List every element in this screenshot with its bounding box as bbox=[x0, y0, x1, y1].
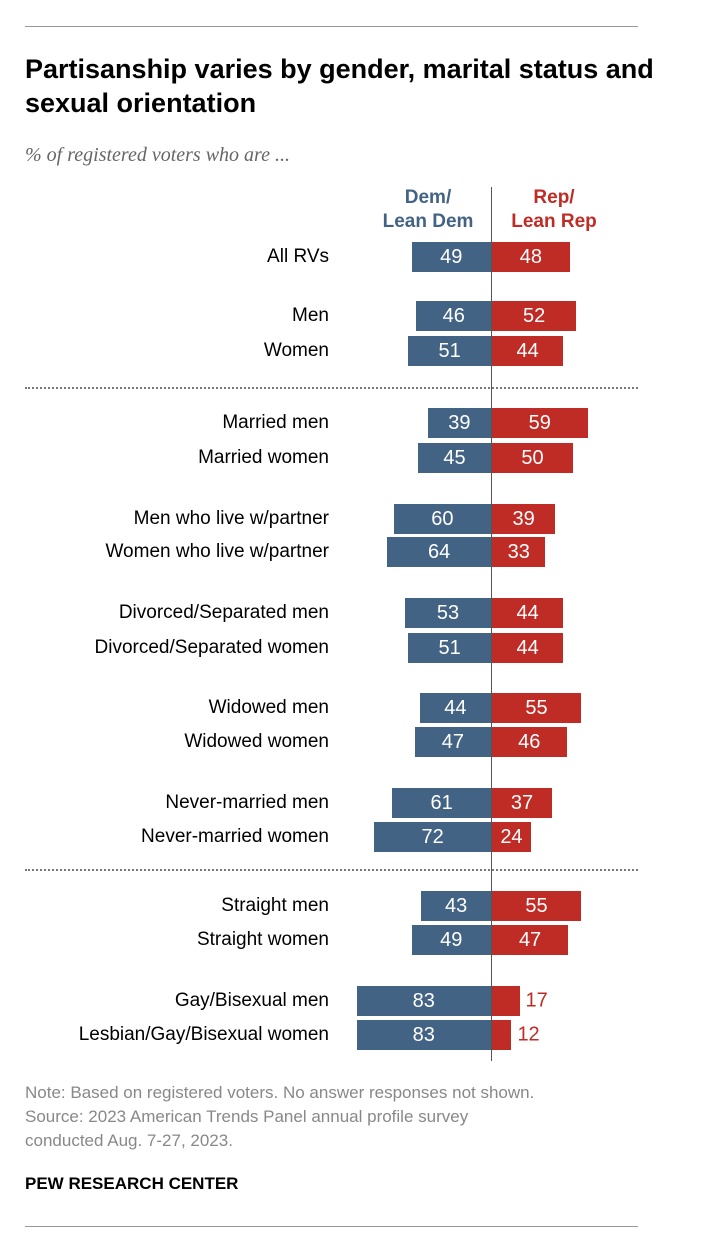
dem-bar: 44 bbox=[419, 693, 491, 723]
rep-bar: 39 bbox=[492, 504, 556, 534]
dem-bar: 45 bbox=[418, 443, 491, 473]
dem-bar: 51 bbox=[408, 633, 491, 663]
dem-bar: 47 bbox=[414, 727, 491, 757]
rep-bar: 47 bbox=[492, 925, 569, 955]
category-label: Divorced/Separated women bbox=[94, 637, 329, 658]
category-label: All RVs bbox=[267, 246, 329, 267]
source-line2: conducted Aug. 7-27, 2023. bbox=[25, 1131, 233, 1150]
category-label: Divorced/Separated men bbox=[118, 602, 329, 623]
rep-value-label: 12 bbox=[517, 1023, 540, 1046]
chart-note: Note: Based on registered voters. No ans… bbox=[25, 1081, 534, 1153]
rep-bar: 59 bbox=[492, 408, 588, 438]
dem-bar: 72 bbox=[374, 822, 491, 852]
dem-bar: 39 bbox=[427, 408, 491, 438]
legend-rep-line1: Rep/ bbox=[533, 187, 575, 208]
rep-bar: 46 bbox=[492, 727, 567, 757]
category-label: Men bbox=[292, 305, 329, 326]
dem-bar: 51 bbox=[408, 336, 491, 366]
category-label: Men who live w/partner bbox=[133, 508, 329, 529]
rep-bar: 50 bbox=[492, 443, 573, 473]
rep-bar bbox=[492, 986, 520, 1016]
bottom-rule bbox=[25, 1226, 638, 1227]
rep-bar: 55 bbox=[492, 693, 582, 723]
rep-bar: 44 bbox=[492, 336, 564, 366]
rep-bar: 37 bbox=[492, 788, 552, 818]
rep-bar: 44 bbox=[492, 633, 564, 663]
legend-dem-line2: Lean Dem bbox=[382, 211, 474, 232]
rep-value-label: 17 bbox=[525, 989, 548, 1012]
dem-bar: 49 bbox=[411, 242, 491, 272]
note-text: Note: Based on registered voters. No ans… bbox=[25, 1083, 535, 1102]
zero-axis bbox=[491, 187, 492, 1061]
dem-bar: 46 bbox=[416, 301, 491, 331]
category-label: Straight women bbox=[196, 929, 329, 950]
category-label: Women who live w/partner bbox=[105, 541, 329, 562]
dem-bar: 43 bbox=[421, 891, 491, 921]
category-label: Widowed men bbox=[208, 697, 329, 718]
category-label: Never-married women bbox=[141, 826, 329, 847]
rep-bar: 33 bbox=[492, 537, 546, 567]
category-label: Widowed women bbox=[184, 731, 329, 752]
brand-logo-text: PEW RESEARCH CENTER bbox=[25, 1174, 239, 1193]
category-label: Never-married men bbox=[165, 792, 329, 813]
category-label: Gay/Bisexual men bbox=[174, 990, 329, 1011]
legend-rep-line2: Lean Rep bbox=[511, 211, 597, 232]
category-label: Married men bbox=[222, 412, 329, 433]
top-rule bbox=[25, 26, 638, 27]
dem-bar: 83 bbox=[356, 1020, 491, 1050]
rep-bar: 44 bbox=[492, 598, 564, 628]
rep-bar bbox=[492, 1020, 512, 1050]
group-divider bbox=[25, 869, 638, 871]
group-divider bbox=[25, 387, 638, 389]
dem-bar: 64 bbox=[387, 537, 491, 567]
source-line1: Source: 2023 American Trends Panel annua… bbox=[25, 1107, 469, 1126]
dem-bar: 53 bbox=[405, 598, 491, 628]
rep-bar: 52 bbox=[492, 301, 577, 331]
legend-dem-line1: Dem/ bbox=[404, 187, 452, 208]
category-label: Married women bbox=[198, 447, 329, 468]
category-label: Women bbox=[263, 340, 329, 361]
legend-rep: Rep/ Lean Rep bbox=[484, 186, 624, 234]
rep-bar: 24 bbox=[492, 822, 531, 852]
dem-bar: 61 bbox=[392, 788, 491, 818]
chart-subtitle: % of registered voters who are ... bbox=[25, 144, 290, 166]
rep-bar: 55 bbox=[492, 891, 582, 921]
dem-bar: 83 bbox=[356, 986, 491, 1016]
rep-bar: 48 bbox=[492, 242, 570, 272]
category-label: Straight men bbox=[221, 895, 329, 916]
legend-dem: Dem/ Lean Dem bbox=[358, 186, 498, 234]
category-label: Lesbian/Gay/Bisexual women bbox=[78, 1024, 329, 1045]
dem-bar: 49 bbox=[411, 925, 491, 955]
chart-title: Partisanship varies by gender, marital s… bbox=[25, 54, 654, 118]
dem-bar: 60 bbox=[393, 504, 491, 534]
